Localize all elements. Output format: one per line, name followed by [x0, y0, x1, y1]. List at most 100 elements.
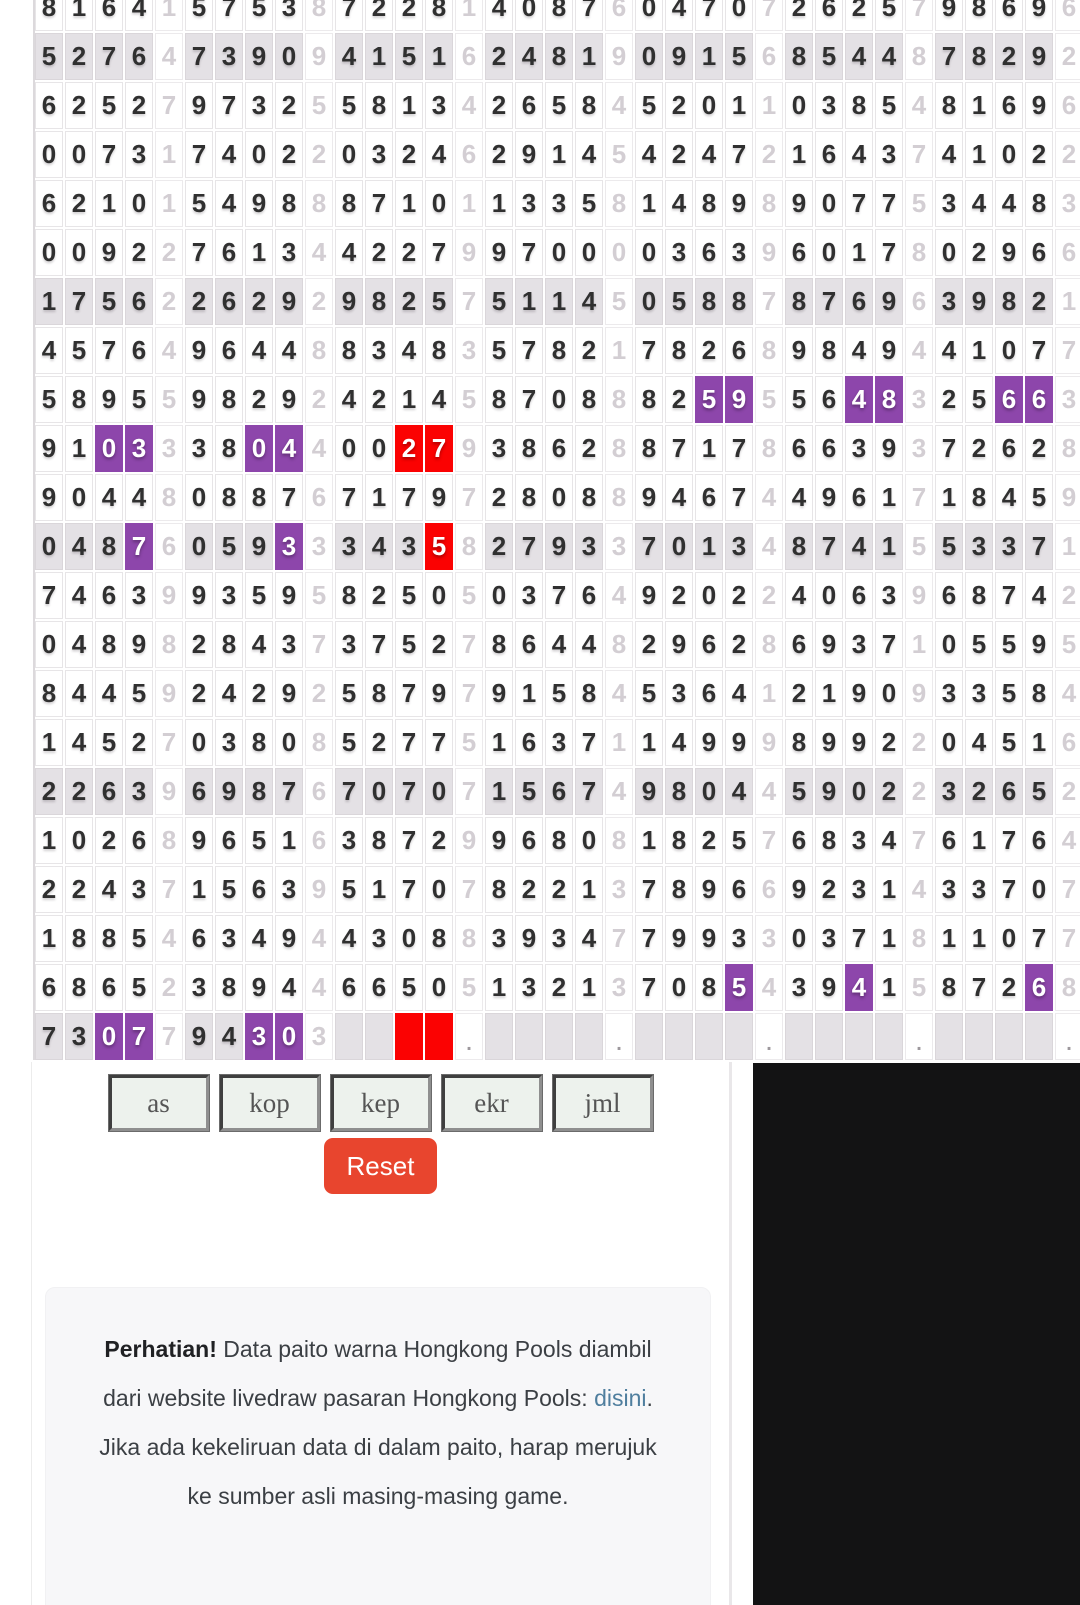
digit-cell: 1 [815, 670, 843, 717]
reset-button[interactable]: Reset [324, 1138, 437, 1194]
digit-cell: 3 [965, 670, 993, 717]
sum-cell: 7 [605, 915, 633, 962]
digit-cell: 0 [635, 33, 663, 80]
digit-cell: 4 [125, 0, 153, 31]
digit-cell: 0 [95, 1013, 123, 1060]
filter-button-kop[interactable]: kop [218, 1074, 321, 1132]
sum-cell: 6 [455, 33, 483, 80]
digit-cell: 5 [185, 0, 213, 31]
sum-cell: 1 [1055, 278, 1080, 325]
digit-cell: 1 [515, 670, 543, 717]
digit-cell: 0 [395, 915, 423, 962]
digit-cell: 3 [365, 915, 393, 962]
digit-cell: 5 [965, 621, 993, 668]
digit-cell: 1 [635, 180, 663, 227]
digit-cell: 7 [995, 866, 1023, 913]
digit-cell: 7 [575, 719, 603, 766]
sum-cell: 7 [155, 1013, 183, 1060]
digit-cell: 4 [335, 376, 363, 423]
sum-cell: 1 [155, 131, 183, 178]
digit-cell: 3 [365, 131, 393, 178]
digit-cell: 6 [95, 572, 123, 619]
disini-link[interactable]: disini [594, 1385, 647, 1411]
digit-cell: 6 [515, 719, 543, 766]
sum-cell: 8 [305, 180, 333, 227]
digit-cell: 3 [845, 817, 873, 864]
digit-cell: 0 [635, 278, 663, 325]
digit-cell: 5 [935, 523, 963, 570]
digit-cell: 1 [695, 523, 723, 570]
digit-cell: 6 [845, 278, 873, 325]
digit-cell: 0 [1025, 866, 1053, 913]
filter-button-jml[interactable]: jml [551, 1074, 654, 1132]
digit-cell: 6 [1025, 229, 1053, 276]
digit-cell: 1 [785, 131, 813, 178]
digit-cell: 8 [365, 278, 393, 325]
digit-cell: 9 [245, 523, 273, 570]
sum-cell: 8 [605, 425, 633, 472]
digit-cell: 0 [575, 817, 603, 864]
sum-cell: 8 [905, 33, 933, 80]
sum-cell: 4 [1055, 670, 1080, 717]
digit-cell: 4 [935, 131, 963, 178]
digit-cell: 7 [575, 768, 603, 815]
sum-cell: 1 [155, 0, 183, 31]
digit-cell: 1 [575, 33, 603, 80]
digit-cell: 9 [1025, 82, 1053, 129]
sum-cell: 8 [605, 180, 633, 227]
digit-cell: 1 [875, 474, 903, 521]
digit-cell: 7 [215, 82, 243, 129]
digit-cell: 3 [215, 33, 243, 80]
sum-cell: 6 [1055, 719, 1080, 766]
digit-cell: 4 [635, 131, 663, 178]
digit-cell: 9 [245, 180, 273, 227]
digit-cell: 9 [515, 131, 543, 178]
digit-cell: 2 [725, 621, 753, 668]
filter-button-as[interactable]: as [107, 1074, 210, 1132]
digit-cell: 2 [485, 82, 513, 129]
sum-cell: 7 [1055, 915, 1080, 962]
sum-cell: 2 [755, 131, 783, 178]
filter-button-kep[interactable]: kep [329, 1074, 432, 1132]
digit-cell: 7 [185, 33, 213, 80]
digit-cell: 1 [965, 327, 993, 374]
digit-cell: 4 [275, 327, 303, 374]
digit-cell: 5 [785, 768, 813, 815]
digit-cell: 2 [815, 866, 843, 913]
sum-cell: 4 [755, 964, 783, 1011]
digit-cell: 2 [365, 0, 393, 31]
digit-cell: 4 [575, 131, 603, 178]
digit-cell: 7 [815, 278, 843, 325]
digit-cell: 2 [875, 768, 903, 815]
digit-cell: 1 [635, 817, 663, 864]
digit-cell: 6 [995, 82, 1023, 129]
digit-cell: 7 [185, 131, 213, 178]
digit-cell: 2 [575, 425, 603, 472]
digit-cell: 2 [785, 670, 813, 717]
digit-cell: 8 [425, 327, 453, 374]
digit-cell: 8 [245, 719, 273, 766]
filter-button-ekr[interactable]: ekr [440, 1074, 543, 1132]
digit-cell: 9 [185, 376, 213, 423]
digit-cell: 5 [725, 33, 753, 80]
digit-cell: 8 [365, 817, 393, 864]
digit-cell: 0 [365, 425, 393, 472]
digit-cell: 4 [425, 376, 453, 423]
digit-cell: 2 [545, 964, 573, 1011]
digit-cell: 7 [635, 523, 663, 570]
digit-cell: 8 [65, 964, 93, 1011]
digit-cell: 0 [575, 229, 603, 276]
digit-cell: 2 [395, 131, 423, 178]
sum-cell: 6 [755, 33, 783, 80]
sum-cell: 7 [905, 474, 933, 521]
digit-cell: 9 [665, 33, 693, 80]
digit-cell: 5 [725, 817, 753, 864]
digit-cell: 5 [65, 327, 93, 374]
sum-cell: 8 [755, 327, 783, 374]
sum-cell: 6 [905, 278, 933, 325]
digit-cell: 8 [245, 474, 273, 521]
digit-cell: 6 [995, 425, 1023, 472]
sum-cell: 8 [605, 474, 633, 521]
sum-cell: 2 [305, 670, 333, 717]
